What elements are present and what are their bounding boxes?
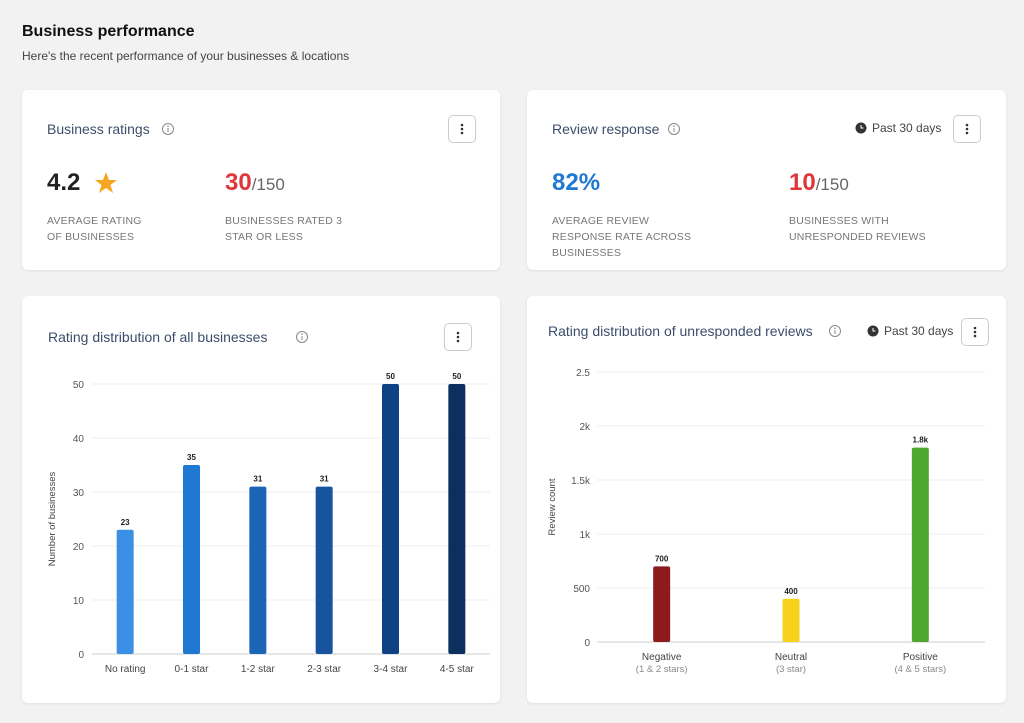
data-label: 50 bbox=[452, 372, 461, 381]
data-label: 50 bbox=[386, 372, 395, 381]
data-label: 400 bbox=[784, 587, 798, 596]
y-tick-label: 500 bbox=[573, 584, 590, 595]
clock-icon bbox=[867, 325, 879, 337]
y-axis-label: Review count bbox=[547, 478, 558, 535]
chart-title: Rating distribution of unresponded revie… bbox=[548, 323, 813, 339]
response-rate: 82% bbox=[552, 169, 601, 196]
unresponded-count: 10/150 bbox=[789, 169, 849, 197]
data-label: 700 bbox=[655, 554, 669, 563]
data-label: 1.8k bbox=[913, 436, 929, 445]
menu-button[interactable] bbox=[448, 115, 476, 143]
bar bbox=[315, 486, 333, 654]
y-tick-label: 0 bbox=[584, 638, 590, 649]
bar bbox=[183, 465, 200, 654]
rated-count-value: 30 bbox=[225, 169, 252, 196]
data-label: 31 bbox=[253, 475, 262, 484]
card-title: Business ratings bbox=[47, 121, 150, 137]
average-label: AVERAGE RATING OF BUSINESSES bbox=[47, 215, 142, 243]
info-icon[interactable] bbox=[667, 122, 681, 136]
response-card: Review response Past 30 days 82% AVERAGE… bbox=[527, 90, 1006, 270]
page-subtitle: Here's the recent performance of your bu… bbox=[22, 49, 350, 63]
bar bbox=[911, 447, 929, 642]
unresponded-label: BUSINESSES WITH UNRESPONDED REVIEWS bbox=[789, 215, 926, 243]
menu-button[interactable] bbox=[961, 318, 989, 346]
y-tick-label: 50 bbox=[73, 380, 85, 391]
chart-card: Rating distribution of unresponded revie… bbox=[527, 296, 1006, 703]
bar bbox=[382, 384, 399, 654]
x-tick-label: Negative bbox=[642, 652, 682, 663]
info-icon[interactable] bbox=[161, 122, 175, 136]
y-axis-label: Number of businesses bbox=[47, 471, 58, 566]
x-tick-label: Neutral bbox=[775, 652, 807, 663]
data-label: 35 bbox=[187, 453, 196, 462]
bar bbox=[249, 486, 267, 654]
rate-label: AVERAGE REVIEW RESPONSE RATE ACROSS BUSI… bbox=[552, 215, 692, 259]
y-tick-label: 1k bbox=[579, 530, 591, 541]
x-tick-label: 3-4 star bbox=[374, 664, 409, 675]
x-tick-label: 4-5 star bbox=[440, 664, 475, 675]
page-title: Business performance bbox=[22, 23, 195, 40]
unresponded-count-value: 10 bbox=[789, 169, 816, 196]
y-tick-label: 2k bbox=[579, 422, 591, 433]
y-tick-label: 2.5 bbox=[576, 368, 590, 379]
star-icon bbox=[95, 172, 117, 193]
menu-button[interactable] bbox=[953, 115, 981, 143]
info-icon[interactable] bbox=[828, 324, 842, 338]
bar bbox=[653, 566, 671, 642]
average-rating: 4.2 bbox=[47, 169, 81, 196]
card-title: Review response bbox=[552, 121, 660, 137]
x-tick-label: 0-1 star bbox=[175, 664, 210, 675]
bar bbox=[782, 598, 800, 642]
x-tick-label: 2-3 star bbox=[307, 664, 342, 675]
y-tick-label: 30 bbox=[73, 488, 85, 499]
x-tick-label: Positive bbox=[903, 652, 938, 663]
data-label: 31 bbox=[320, 475, 329, 484]
chart-card: Rating distribution of all businesses 0 1… bbox=[22, 296, 500, 703]
chart-title: Rating distribution of all businesses bbox=[48, 329, 268, 345]
period-filter[interactable]: Past 30 days bbox=[884, 324, 954, 338]
bar bbox=[116, 529, 134, 654]
data-label: 23 bbox=[121, 518, 130, 527]
info-icon[interactable] bbox=[295, 330, 309, 344]
period-filter[interactable]: Past 30 days bbox=[872, 121, 942, 135]
chart: 0 10 20 30 40 50 Number of businesses 23 No rati… bbox=[47, 372, 490, 675]
rated-label: BUSINESSES RATED 3 STAR OR LESS bbox=[225, 215, 343, 243]
unresponded-total: /150 bbox=[815, 175, 849, 194]
y-tick-label: 0 bbox=[78, 650, 84, 661]
rated-count: 30/150 bbox=[225, 169, 285, 197]
clock-icon bbox=[855, 122, 867, 134]
x-tick-label: 1-2 star bbox=[241, 664, 276, 675]
x-tick-note: (3 star) bbox=[776, 664, 806, 675]
y-tick-label: 40 bbox=[73, 434, 85, 445]
bar bbox=[448, 384, 466, 654]
x-tick-note: (1 & 2 stars) bbox=[636, 664, 688, 675]
chart: 0 500 1k 1.5k 2k 2.5 Review count 700 Negative(1… bbox=[547, 368, 985, 675]
x-tick-label: No rating bbox=[105, 664, 146, 675]
y-tick-label: 1.5k bbox=[571, 476, 591, 487]
menu-button[interactable] bbox=[444, 323, 472, 351]
y-tick-label: 20 bbox=[73, 542, 85, 553]
ratings-card: Business ratings 4.2 AVERAGE RATING OF B… bbox=[22, 90, 500, 270]
y-tick-label: 10 bbox=[73, 596, 85, 607]
x-tick-note: (4 & 5 stars) bbox=[894, 664, 946, 675]
rated-total: /150 bbox=[251, 175, 285, 194]
